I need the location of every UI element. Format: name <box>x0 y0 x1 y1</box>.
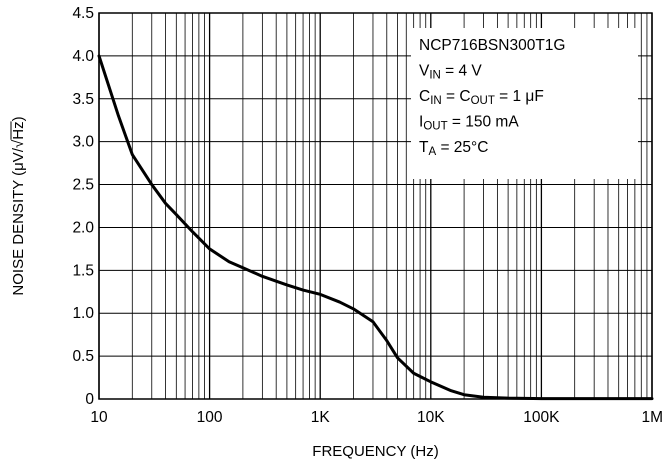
annotation-subscript: OUT <box>471 95 495 107</box>
y-tick-label: 1.0 <box>72 305 94 322</box>
x-tick-label: 10K <box>417 409 445 426</box>
y-axis-label-mu: μ <box>10 162 27 171</box>
y-tick-label: 0 <box>85 391 94 408</box>
annotation-text: = 25°C <box>436 139 488 156</box>
y-axis-label: NOISE DENSITY (μV/√Hz) <box>10 116 27 295</box>
annotation-subscript: IN <box>430 95 442 107</box>
y-tick-label: 2.5 <box>72 177 94 194</box>
y-axis-label-hz: Hz <box>10 121 27 139</box>
y-tick-label: 3.5 <box>72 91 94 108</box>
annotation-background <box>411 28 638 179</box>
y-tick-labels: 0 0.5 1.0 1.5 2.0 2.5 3.0 3.5 4.0 4.5 <box>72 5 94 408</box>
series-layer <box>97 54 654 401</box>
y-tick-label: 3.0 <box>72 134 94 151</box>
annotation-line: VIN = 4 V <box>419 63 482 82</box>
annotation-text: = 150 mA <box>448 114 520 131</box>
plot-frame <box>98 12 653 400</box>
minor-gridlines <box>131 13 648 399</box>
x-tick-label: 1M <box>641 409 663 426</box>
x-tick-label: 100 <box>197 409 223 426</box>
annotation-text: T <box>419 139 429 156</box>
annotation-text: C <box>419 88 430 105</box>
annotation-line: CIN = COUT = 1 μF <box>419 88 544 107</box>
annotation-subscript: A <box>428 146 436 158</box>
y-tick-label: 4.0 <box>72 48 94 65</box>
x-tick-label: 1K <box>311 409 331 426</box>
annotation-line: NCP716BSN300T1G <box>419 37 565 54</box>
x-axis-label: FREQUENCY (Hz) <box>312 443 438 460</box>
y-tick-label: 4.5 <box>72 5 94 22</box>
annotation-text: NCP716BSN300T1G <box>419 37 565 54</box>
annotation-subscript: OUT <box>423 121 447 133</box>
y-axis-label-v: V/ <box>10 147 27 162</box>
y-tick-label: 1.5 <box>72 262 94 279</box>
annotation-line: IOUT = 150 mA <box>419 114 519 133</box>
series-line <box>97 54 654 401</box>
y-axis-label-prefix: NOISE DENSITY ( <box>10 171 27 296</box>
annotation-text: = 4 V <box>441 63 483 80</box>
y-axis-label-sqrt: √ <box>10 139 27 148</box>
x-tick-label: 10 <box>90 409 108 426</box>
annotation-text: I <box>419 114 423 131</box>
annotation-line: TA = 25°C <box>419 139 488 158</box>
annotation-text: V <box>419 63 430 80</box>
annotation-subscript: IN <box>429 70 441 82</box>
x-tick-labels: 10 100 1K 10K 100K 1M <box>90 409 663 426</box>
y-axis-label-suffix: ) <box>10 116 27 121</box>
x-tick-label: 100K <box>523 409 560 426</box>
y-tick-label: 2.0 <box>72 219 94 236</box>
y-tick-label: 0.5 <box>72 348 94 365</box>
annotation-text: = 1 μF <box>495 88 544 105</box>
annotation-text: = C <box>442 88 471 105</box>
